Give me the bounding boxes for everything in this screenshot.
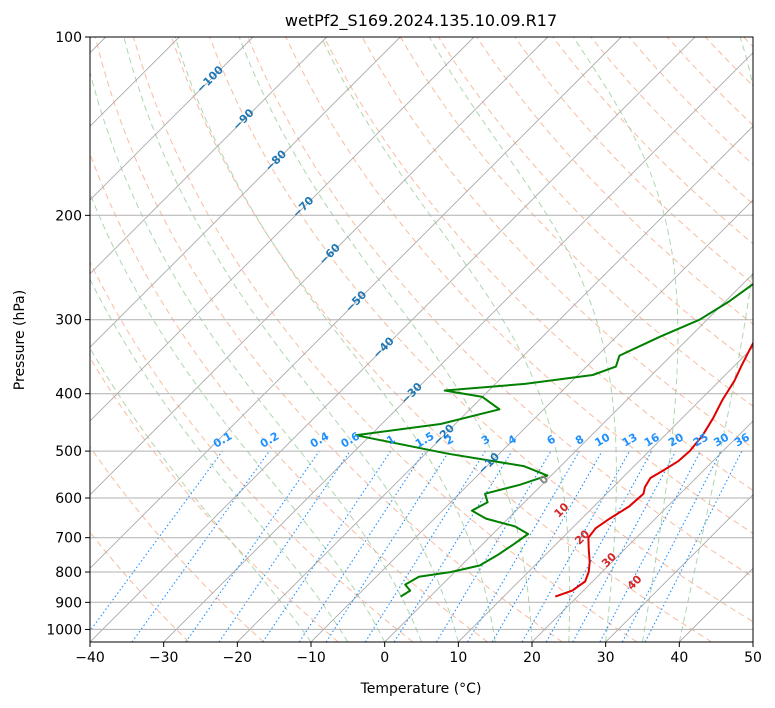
mixing-ratio-line — [364, 450, 486, 642]
isotherm-line — [384, 273, 753, 642]
x-axis-ticks: −40 −30 −20 −10 0 10 20 30 40 50 — [75, 642, 762, 666]
y-tick-label: 400 — [55, 387, 82, 403]
y-axis-ticks: 100 200 300 400 500 600 700 800 900 1000 — [46, 30, 90, 638]
background-lines — [90, 37, 753, 642]
isotherm-line — [90, 37, 622, 569]
isotherm-line — [90, 37, 328, 275]
mixing-ratio-line — [572, 450, 677, 642]
isotherm-line — [90, 37, 401, 348]
y-tick-label: 300 — [55, 313, 82, 329]
y-tick-label: 500 — [55, 444, 82, 460]
moist-adiabat-line — [572, 37, 679, 642]
isotherm-line — [457, 346, 753, 642]
y-tick-label: 200 — [55, 208, 82, 224]
moist-adiabat-line — [90, 192, 386, 642]
mixing-ratio-line — [218, 450, 351, 642]
dry-adiabat-line — [132, 37, 638, 642]
dry-adiabat-line — [209, 37, 753, 623]
isotherm-line — [163, 52, 753, 642]
mixing-ratio-line — [491, 450, 603, 642]
plot-frame — [89, 36, 754, 643]
dry-adiabat-line — [285, 37, 753, 535]
x-tick-label: 50 — [744, 650, 762, 666]
dry-adiabat-line — [247, 37, 753, 578]
moist-adiabat-line — [678, 37, 753, 642]
mixing-ratio-line — [521, 450, 630, 642]
y-tick-label: 600 — [55, 491, 82, 507]
y-tick-label: 100 — [55, 30, 82, 46]
isotherm-line — [90, 37, 254, 201]
x-tick-label: 30 — [597, 650, 615, 666]
moist-adiabat-line — [90, 70, 422, 642]
isotherm-line — [605, 494, 753, 642]
isotherm-line — [90, 37, 475, 422]
dry-adiabat-line — [514, 37, 753, 285]
moist-adiabat-line — [123, 37, 459, 642]
dry-adiabat-line — [171, 37, 712, 642]
x-tick-label: −40 — [75, 650, 105, 666]
y-tick-label: 800 — [55, 565, 82, 581]
dry-adiabat-line — [323, 37, 753, 491]
x-tick-label: 0 — [380, 650, 389, 666]
mixing-ratio-line — [435, 450, 552, 642]
pressure-gridlines — [90, 36, 753, 630]
chart-title: wetPf2_S169.2024.135.10.09.R17 — [285, 11, 557, 31]
mixing-ratio-line — [393, 450, 513, 642]
isotherm-line — [90, 37, 549, 496]
y-axis-label: Pressure (hPa) — [12, 290, 28, 390]
isotherm-line — [90, 37, 696, 642]
dry-adiabat-line — [94, 37, 563, 642]
dry-adiabat-line — [90, 446, 264, 642]
x-tick-label: 40 — [670, 650, 688, 666]
dewpoint-profile-line — [354, 282, 753, 598]
series-layer — [354, 282, 753, 598]
y-tick-label: 1000 — [46, 622, 82, 638]
moist-adiabat-line — [174, 37, 496, 642]
temperature-profile-line — [554, 341, 753, 598]
moist-adiabat-line — [238, 37, 533, 642]
x-tick-label: −20 — [223, 650, 253, 666]
dry-adiabat-line — [476, 37, 753, 325]
x-tick-label: 10 — [449, 650, 467, 666]
dry-adiabat-line — [90, 356, 339, 642]
isotherm-line — [531, 420, 753, 642]
mixing-ratio-line — [467, 450, 580, 642]
mixing-ratio-line — [545, 450, 653, 642]
isotherm-line — [236, 125, 753, 642]
moist-adiabat-line — [90, 278, 349, 642]
x-tick-label: −10 — [296, 650, 326, 666]
mixing-ratio-line — [185, 450, 320, 642]
x-tick-label: 20 — [523, 650, 541, 666]
dry-adiabat-line — [90, 260, 414, 642]
y-tick-label: 700 — [55, 531, 82, 547]
x-axis-label: Temperature (°C) — [360, 681, 482, 697]
isotherm-line — [310, 199, 753, 642]
x-tick-label: −30 — [149, 650, 179, 666]
moist-adiabat-line — [428, 37, 617, 642]
mixing-ratio-line — [325, 450, 450, 642]
y-tick-label: 900 — [55, 595, 82, 611]
